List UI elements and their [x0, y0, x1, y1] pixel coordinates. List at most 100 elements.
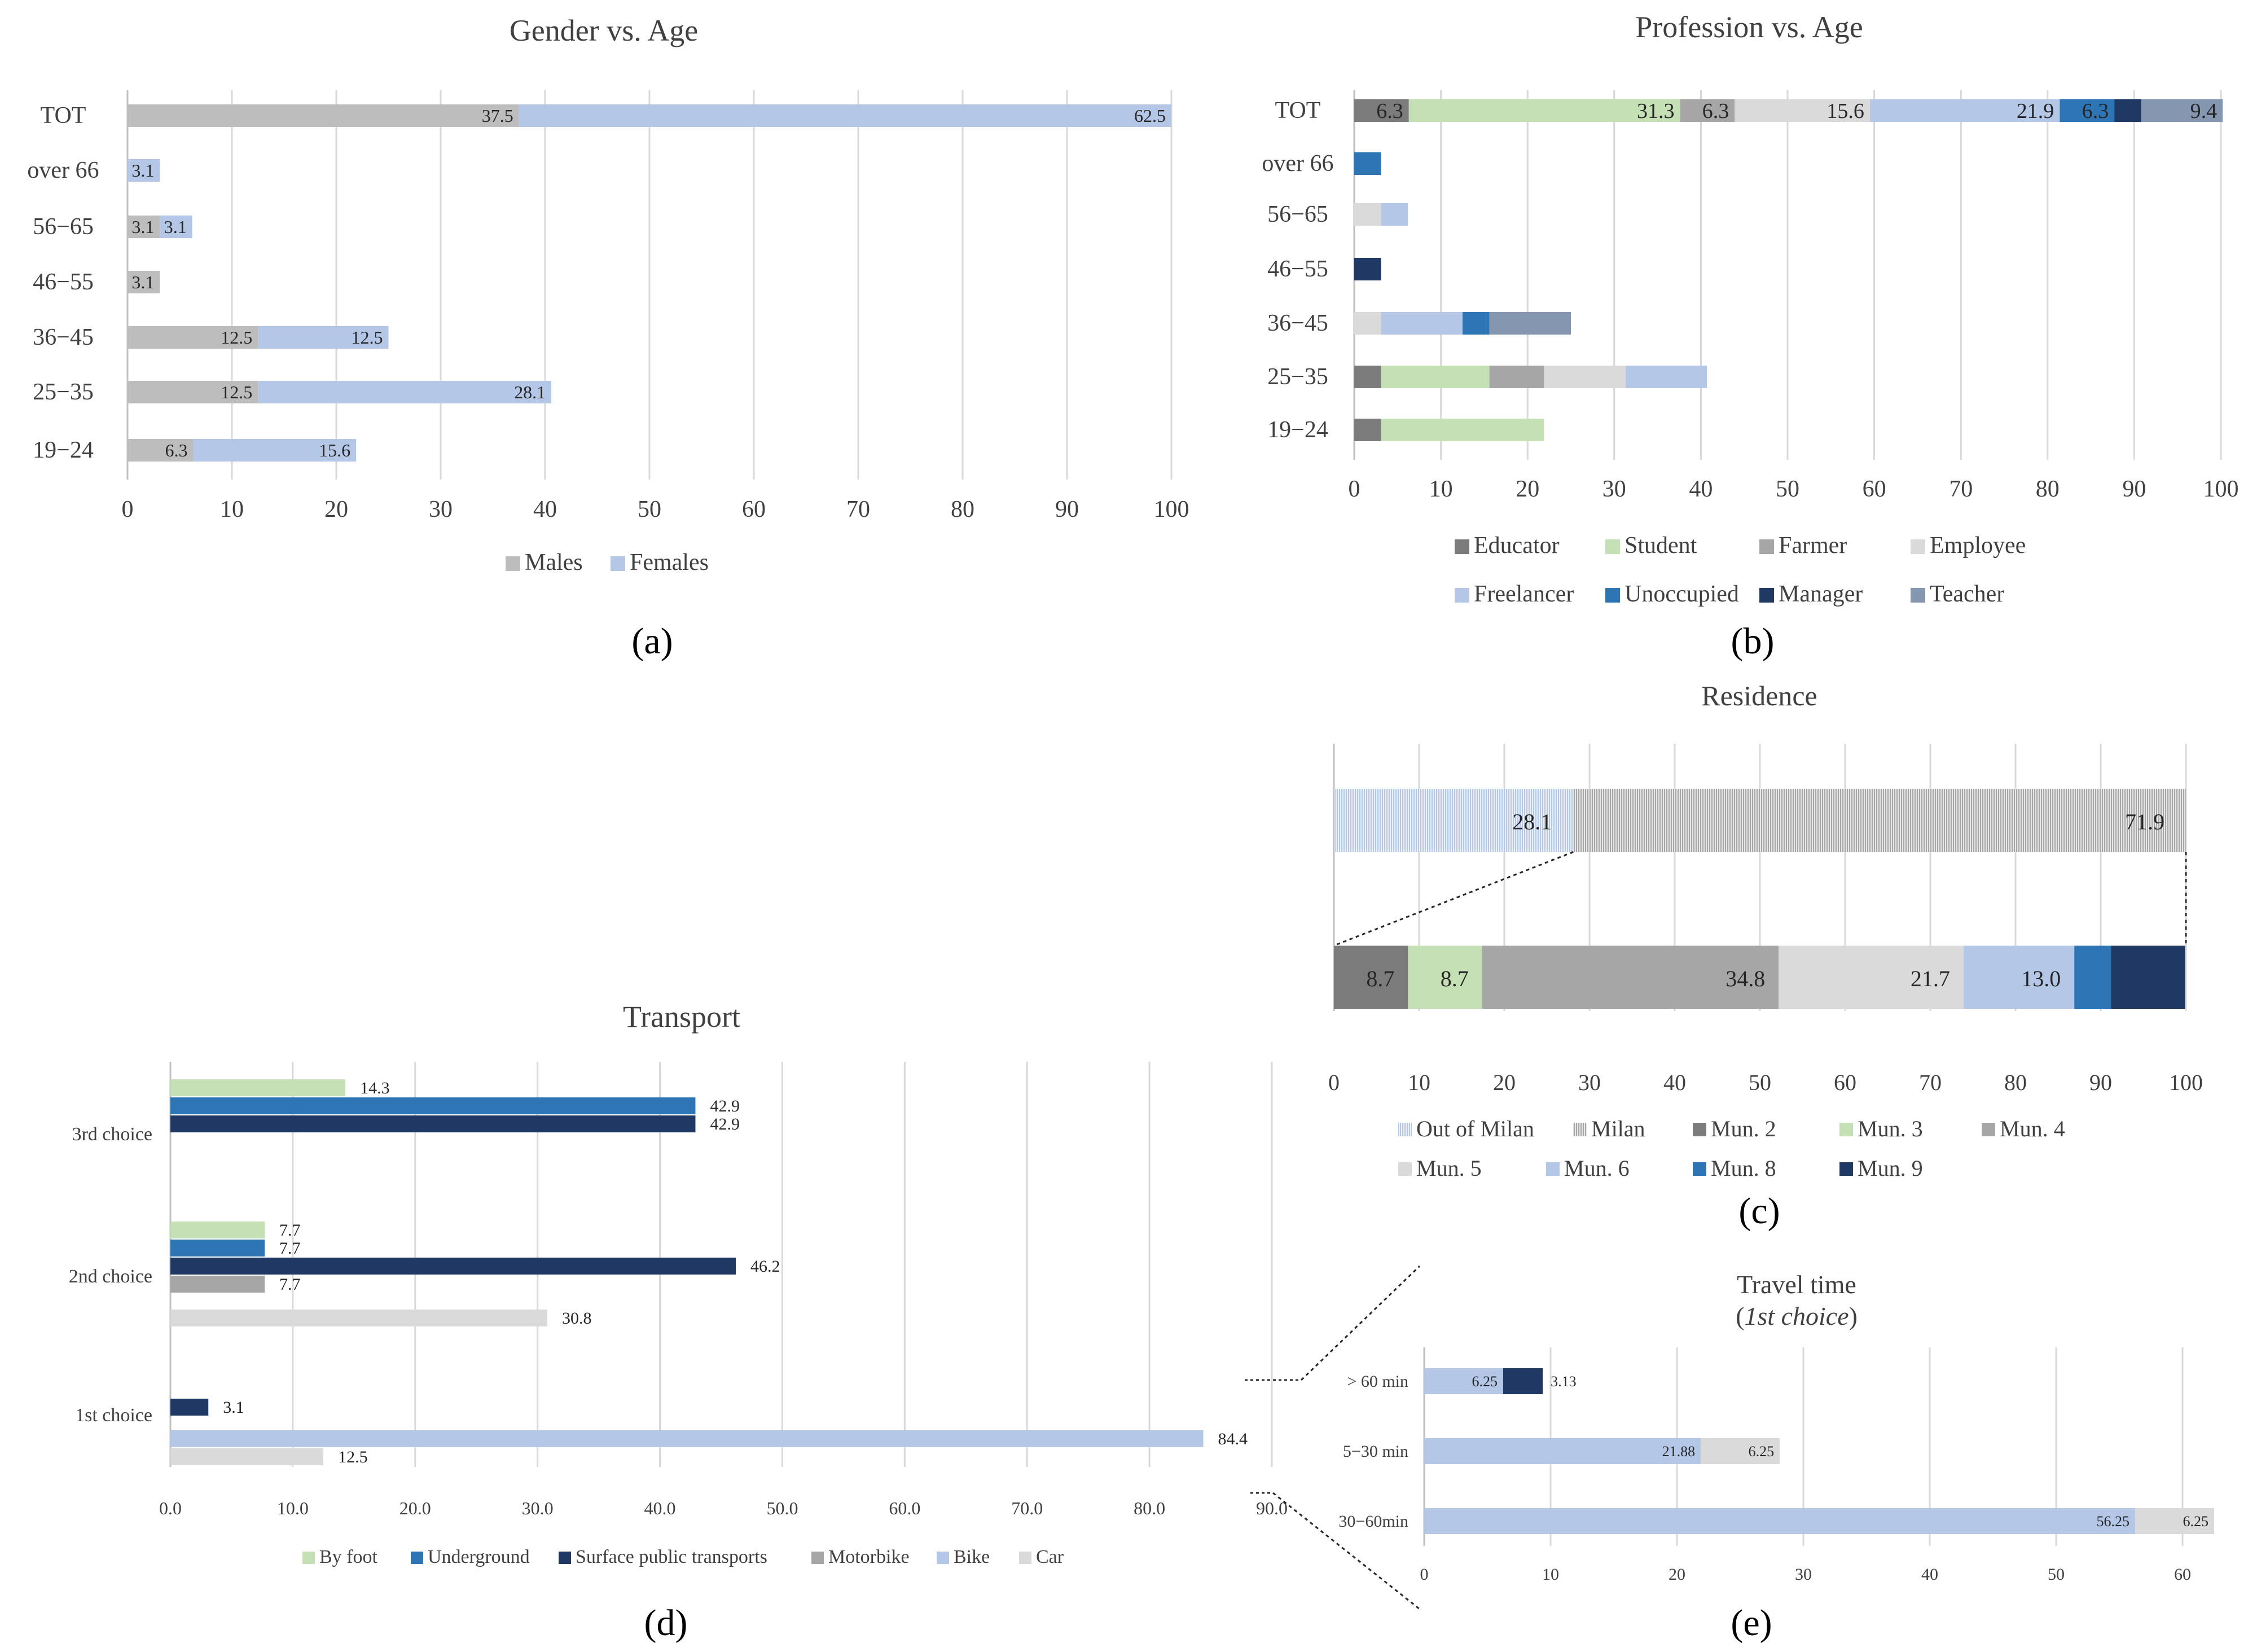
legend-label-mun-9: Mun. 9	[1858, 1155, 1923, 1181]
legend-swatch-mun-8	[1693, 1162, 1706, 1176]
legend-label-by-foot: By foot	[319, 1546, 378, 1567]
legend-label-males: Males	[525, 550, 583, 575]
legend-swatch-milan	[1573, 1123, 1587, 1136]
legend-label-mun-8: Mun. 8	[1711, 1155, 1776, 1181]
legend-swatch-employee	[1911, 539, 1925, 554]
legend-label-milan: Milan	[1591, 1116, 1645, 1141]
bar-car	[170, 1310, 548, 1326]
x-tick-label: 40	[533, 497, 557, 522]
bar-freelancer	[1381, 203, 1408, 226]
bar-car	[1701, 1438, 1780, 1464]
bar-females	[258, 326, 389, 349]
data-label: 8.7	[1366, 966, 1394, 991]
y-tick-label: 36−45	[33, 324, 94, 350]
x-tick-label: 70	[1919, 1070, 1942, 1095]
y-tick-label: 36−45	[1267, 310, 1328, 336]
panel-label-b: (b)	[1731, 621, 1775, 662]
subtitle-open-paren: (	[1736, 1302, 1744, 1330]
data-label: 7.7	[279, 1239, 301, 1258]
legend-label-unoccupied: Unoccupied	[1624, 581, 1739, 607]
x-tick-label: 60	[1834, 1070, 1856, 1095]
data-label: 21.9	[2017, 99, 2054, 123]
x-tick-label: 20	[1669, 1565, 1685, 1584]
y-tick-label: over 66	[1262, 151, 1333, 177]
bar-educator	[1354, 99, 1409, 122]
x-tick-label: 20.0	[399, 1498, 431, 1518]
data-label: 3.1	[131, 272, 154, 292]
x-tick-label: 80	[951, 497, 974, 522]
data-label: 62.5	[1134, 106, 1166, 126]
bar-males	[128, 439, 194, 462]
bar-student	[1381, 366, 1490, 388]
data-label: 15.6	[1826, 99, 1864, 123]
x-tick-label: 90	[2122, 476, 2146, 502]
bar-freelancer	[1869, 99, 2060, 122]
legend-swatch-teacher	[1911, 588, 1925, 603]
x-tick-label: 0	[1420, 1565, 1429, 1584]
bar-freelancer	[1381, 312, 1463, 335]
y-tick-label: TOT	[1275, 98, 1321, 124]
legend-swatch-males	[506, 556, 520, 571]
bar-females	[160, 216, 192, 238]
bar-mun-4	[1482, 946, 1779, 1009]
legend-label-freelancer: Freelancer	[1474, 581, 1574, 607]
title-travel-time: Travel time	[1737, 1270, 1856, 1299]
legend-swatch-females	[611, 556, 625, 571]
x-tick-label: 0.0	[159, 1498, 182, 1518]
bar-females	[193, 439, 357, 462]
bar-by-foot	[170, 1079, 346, 1096]
title-gender-age: Gender vs. Age	[510, 14, 698, 47]
y-tick-label: 56−65	[33, 214, 94, 240]
data-label: 37.5	[482, 106, 513, 126]
data-label: 12.5	[338, 1448, 368, 1466]
legend-label-mun-3: Mun. 3	[1858, 1116, 1923, 1141]
chart-transport: Transport (d) 0.0 10.0 20.0 30.0 40.0 50.0 60.…	[69, 1000, 1301, 1644]
legend-swatch-motorbike	[811, 1552, 824, 1564]
bar-bike	[1424, 1438, 1701, 1464]
bar-farmer	[1489, 366, 1544, 388]
bar-mun-9	[2111, 946, 2185, 1009]
x-tick-label: 0	[1328, 1070, 1340, 1095]
legend-swatch-by-foot	[302, 1552, 315, 1564]
bar-employee	[1735, 99, 1870, 122]
data-label: 12.5	[221, 327, 252, 348]
data-label: 6.3	[165, 440, 188, 460]
data-label: 6.25	[2183, 1513, 2209, 1530]
subtitle-close-paren: )	[1849, 1302, 1858, 1330]
x-tick-label: 50	[638, 497, 661, 522]
data-label: 6.3	[1702, 99, 1729, 123]
bar-educator	[1354, 419, 1381, 441]
bar-employee	[1544, 366, 1626, 388]
panel-label-c: (c)	[1738, 1190, 1780, 1232]
legend-label-underground: Underground	[428, 1546, 530, 1567]
chart-profession-age: Profession vs. Age (b) 0 10 20 30 40 50 60 70 80…	[1262, 10, 2238, 662]
legend-label-student: Student	[1624, 533, 1697, 559]
bar-educator	[1354, 366, 1381, 388]
chart-gender-age: Gender vs. Age (a) 0 10 20 30 40 50 60 70 80 90 10…	[27, 14, 1189, 662]
legend-swatch-mun-9	[1839, 1162, 1853, 1176]
x-tick-label: 80	[2004, 1070, 2027, 1095]
data-label: 12.5	[221, 382, 252, 402]
title-transport: Transport	[623, 1000, 740, 1034]
y-tick-label: TOT	[41, 103, 86, 129]
legend-label-manager: Manager	[1779, 581, 1863, 607]
legend-swatch-mun-5	[1398, 1162, 1412, 1176]
data-label: 71.9	[2125, 809, 2164, 834]
x-tick-label: 50	[1776, 476, 1799, 502]
bar-freelancer	[1625, 366, 1707, 388]
bar-out-of-milan	[1334, 789, 1574, 852]
data-label: 12.5	[352, 327, 383, 348]
data-label: 21.7	[1911, 966, 1950, 991]
legend-swatch-farmer	[1759, 539, 1774, 554]
bar-by-foot	[170, 1222, 265, 1238]
y-tick-label: 19−24	[1267, 417, 1328, 443]
bar-student	[1408, 99, 1680, 122]
x-tick-label: 90.0	[1256, 1498, 1288, 1518]
x-tick-label: 80	[2036, 476, 2060, 502]
bar-mun-8	[2074, 946, 2111, 1009]
title-profession-age: Profession vs. Age	[1635, 10, 1863, 44]
data-label: 7.7	[279, 1221, 301, 1240]
legend-label-motorbike: Motorbike	[828, 1546, 910, 1567]
legend-swatch-underground	[411, 1552, 423, 1564]
data-label: 15.6	[319, 440, 350, 460]
